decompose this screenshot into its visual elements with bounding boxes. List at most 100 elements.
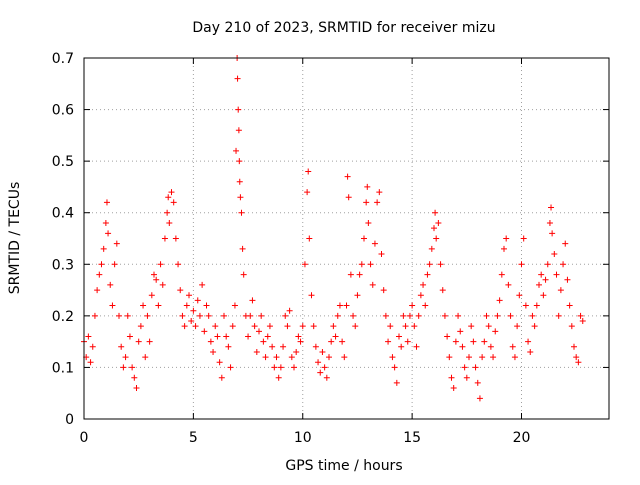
data-point [411,323,418,330]
data-point [295,333,302,340]
data-point [374,199,381,206]
data-point [557,287,564,294]
data-point [452,338,459,345]
data-point [253,348,260,355]
data-point [490,354,497,361]
data-point [291,364,297,371]
data-point [332,333,339,340]
data-point [111,261,118,268]
data-point [507,312,514,319]
data-point [444,333,451,340]
data-point [223,333,230,340]
data-point [417,292,424,299]
data-point [177,287,184,294]
data-point [431,225,437,232]
data-point [380,287,387,294]
data-point [153,276,160,283]
data-point [216,359,223,366]
data-point [205,312,212,319]
data-point [579,318,586,325]
data-point [260,338,267,345]
y-tick-label: 0 [65,412,74,428]
data-point [367,261,374,268]
data-point [505,281,512,288]
data-point [308,292,315,299]
data-point [496,297,503,304]
data-point [164,209,171,216]
data-point [323,374,330,381]
data-point [422,302,429,309]
data-point [527,348,534,355]
data-point [221,312,227,319]
data-point [297,338,304,345]
data-point [288,354,295,361]
data-point [520,235,527,242]
data-point [172,235,179,242]
data-point [310,323,317,330]
data-point [518,261,525,268]
data-point [479,354,486,361]
data-point [446,354,453,361]
data-point [391,364,398,371]
data-point [536,281,542,288]
data-point [144,312,151,319]
data-point [319,348,326,355]
x-tick-label: 10 [294,430,312,446]
data-point [214,333,221,340]
data-point [201,328,208,335]
data-point [483,312,490,319]
data-point [503,235,510,242]
data-point [155,302,162,309]
data-point [207,338,214,345]
data-point [161,235,168,242]
data-point [235,127,242,134]
data-point [549,230,556,237]
data-point [186,292,192,299]
data-point [577,312,584,319]
data-point [183,302,190,309]
data-point [389,354,396,361]
data-point [105,230,112,237]
data-point [131,374,138,381]
data-point [236,158,243,165]
data-point [409,302,416,309]
data-point [564,276,571,283]
data-point [142,354,149,361]
data-point [387,323,394,330]
data-point [448,374,455,381]
data-point [157,261,164,268]
data-point [170,199,177,206]
data-point [424,271,431,278]
data-point [126,333,133,340]
data-point [568,323,575,330]
data-point [344,173,351,180]
data-point [238,209,245,216]
data-point [441,312,448,319]
data-point [492,328,499,335]
data-point [188,318,195,325]
data-point [378,250,385,257]
data-point [245,333,252,340]
data-point [511,354,518,361]
data-point [339,338,346,345]
data-point [249,297,256,304]
data-point [85,333,92,340]
data-point [116,312,122,319]
x-axis-label: GPS time / hours [285,458,402,474]
data-point [199,281,206,288]
data-point [109,302,116,309]
data-point [166,220,173,227]
data-point [231,302,238,309]
data-point [361,235,367,242]
data-point [321,364,328,371]
data-point [538,271,545,278]
data-point [236,178,243,185]
data-point [540,292,547,299]
data-point [468,323,475,330]
data-point [393,379,400,386]
data-point [542,276,549,283]
data-point [336,302,343,309]
data-point [137,323,144,330]
data-point [120,364,127,371]
